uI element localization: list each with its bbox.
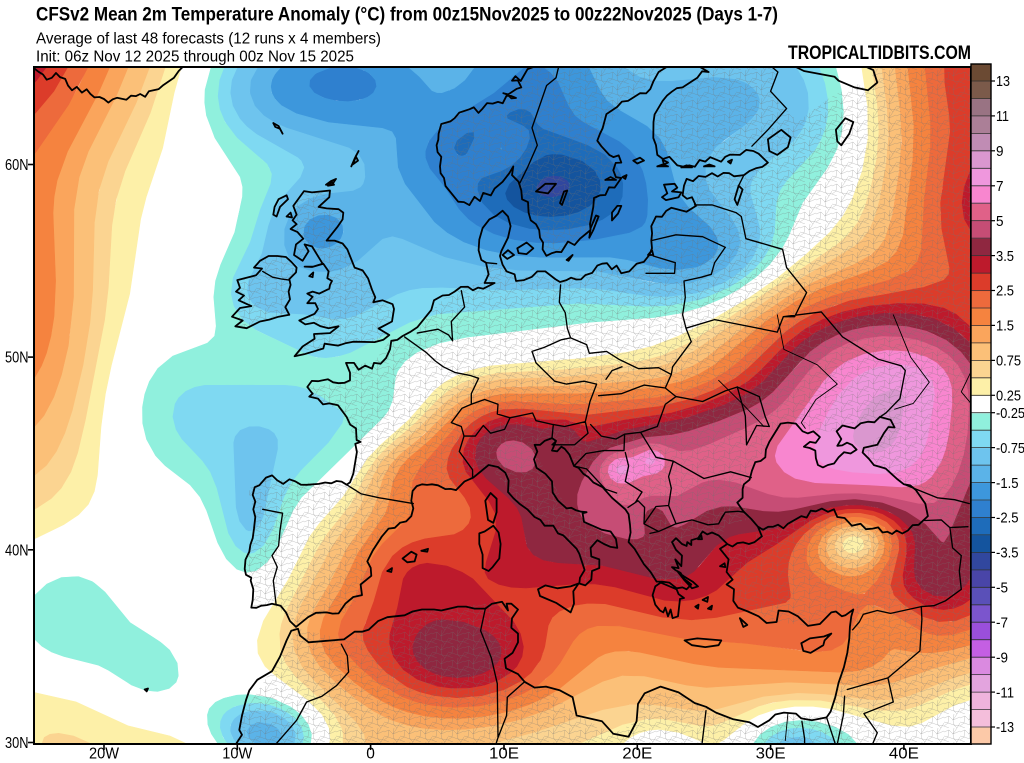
svg-text:0.75: 0.75 — [996, 353, 1021, 370]
svg-text:Average of last 48 forecasts (: Average of last 48 forecasts (12 runs x … — [36, 31, 381, 48]
svg-text:10W: 10W — [222, 746, 252, 763]
svg-text:50N: 50N — [5, 350, 29, 367]
svg-text:13: 13 — [996, 73, 1010, 90]
svg-text:TROPICALTIDBITS.COM: TROPICALTIDBITS.COM — [788, 43, 971, 64]
svg-text:30E: 30E — [756, 746, 786, 763]
svg-text:40E: 40E — [889, 746, 919, 763]
svg-text:3.5: 3.5 — [996, 248, 1014, 265]
svg-text:40N: 40N — [5, 542, 29, 559]
svg-text:0: 0 — [366, 746, 375, 763]
svg-text:-13: -13 — [996, 719, 1014, 736]
svg-text:Init: 06z Nov 12 2025 through: Init: 06z Nov 12 2025 through 00z Nov 15… — [36, 49, 354, 66]
svg-text:30N: 30N — [5, 735, 29, 752]
svg-text:-7: -7 — [996, 614, 1008, 631]
svg-text:-5: -5 — [996, 580, 1008, 597]
svg-text:10E: 10E — [489, 746, 519, 763]
svg-text:7: 7 — [996, 178, 1004, 195]
svg-text:5: 5 — [996, 213, 1004, 230]
svg-text:20E: 20E — [622, 746, 652, 763]
svg-text:CFSv2 Mean 2m Temperature Anom: CFSv2 Mean 2m Temperature Anomaly (°C) f… — [36, 5, 778, 26]
svg-text:-1.5: -1.5 — [996, 475, 1019, 492]
svg-text:-2.5: -2.5 — [996, 510, 1019, 527]
svg-text:9: 9 — [996, 143, 1004, 160]
svg-text:2.5: 2.5 — [996, 283, 1014, 300]
svg-text:0.25: 0.25 — [996, 388, 1021, 405]
svg-text:-11: -11 — [996, 684, 1014, 701]
svg-text:11: 11 — [996, 108, 1009, 125]
svg-text:-0.75: -0.75 — [996, 440, 1024, 457]
svg-text:20W: 20W — [89, 746, 119, 763]
svg-text:-9: -9 — [996, 649, 1008, 666]
svg-text:-3.5: -3.5 — [996, 545, 1019, 562]
svg-text:-0.25: -0.25 — [996, 405, 1024, 422]
svg-text:1.5: 1.5 — [996, 318, 1014, 335]
svg-text:60N: 60N — [5, 157, 29, 174]
